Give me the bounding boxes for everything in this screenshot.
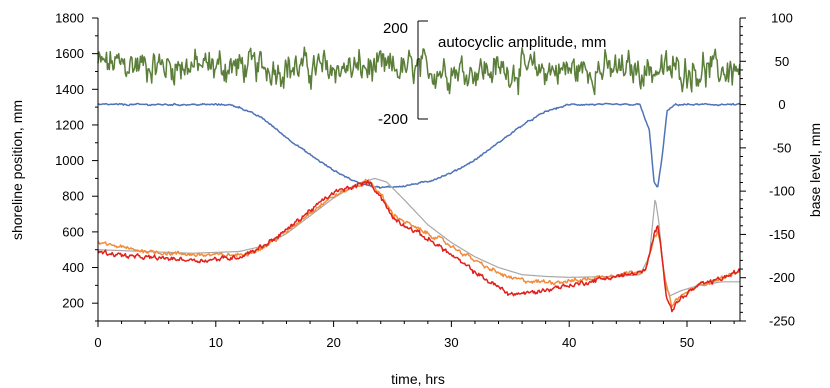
y-left-tick-label: 1400 bbox=[55, 82, 84, 97]
x-tick-label: 10 bbox=[209, 335, 223, 350]
x-tick-label: 30 bbox=[444, 335, 458, 350]
x-tick-label: 20 bbox=[326, 335, 340, 350]
x-tick-label: 40 bbox=[562, 335, 576, 350]
y-right-tick-label: 50 bbox=[775, 54, 789, 69]
y-left-tick-label: 1600 bbox=[55, 46, 84, 61]
y-right-tick-label: -150 bbox=[769, 227, 795, 242]
x-tick-label: 0 bbox=[94, 335, 101, 350]
y-right-tick-label: -100 bbox=[769, 184, 795, 199]
y-left-tick-label: 1000 bbox=[55, 153, 84, 168]
y-axis-right-title: base level, mm bbox=[807, 123, 823, 217]
y-axis-left-title: shoreline position, mm bbox=[9, 100, 25, 240]
series-line-0 bbox=[97, 46, 741, 96]
series-line-4 bbox=[97, 180, 741, 313]
y-left-tick-label: 600 bbox=[62, 224, 84, 239]
y-left-tick-label: 1800 bbox=[55, 11, 84, 26]
y-right-tick-label: 0 bbox=[778, 97, 785, 112]
series-line-2 bbox=[97, 177, 740, 297]
series-line-1 bbox=[97, 102, 741, 189]
y-right-tick-label: -200 bbox=[769, 270, 795, 285]
y-right-tick-label: -250 bbox=[769, 314, 795, 329]
y-left-tick-label: 800 bbox=[62, 189, 84, 204]
inset-amplitude-axis: autocyclic amplitude, mm 200 -200 bbox=[378, 20, 606, 128]
y-right-tick-label: 100 bbox=[771, 11, 793, 26]
axes: 0 10 20 30 40 5020040060080010001200140016001… bbox=[55, 11, 795, 351]
inset-axis-top-label: 200 bbox=[383, 20, 408, 37]
x-axis-title: time, hrs bbox=[391, 371, 445, 387]
inset-axis-bottom-label: -200 bbox=[378, 111, 408, 128]
plot-area bbox=[97, 46, 741, 313]
y-left-tick-label: 400 bbox=[62, 260, 84, 275]
y-left-tick-label: 1200 bbox=[55, 117, 84, 132]
inset-axis-label: autocyclic amplitude, mm bbox=[438, 34, 606, 51]
y-left-tick-label: 200 bbox=[62, 296, 84, 311]
x-tick-label: 50 bbox=[680, 335, 694, 350]
y-right-tick-label: -50 bbox=[773, 140, 792, 155]
series-line-3 bbox=[97, 178, 741, 308]
